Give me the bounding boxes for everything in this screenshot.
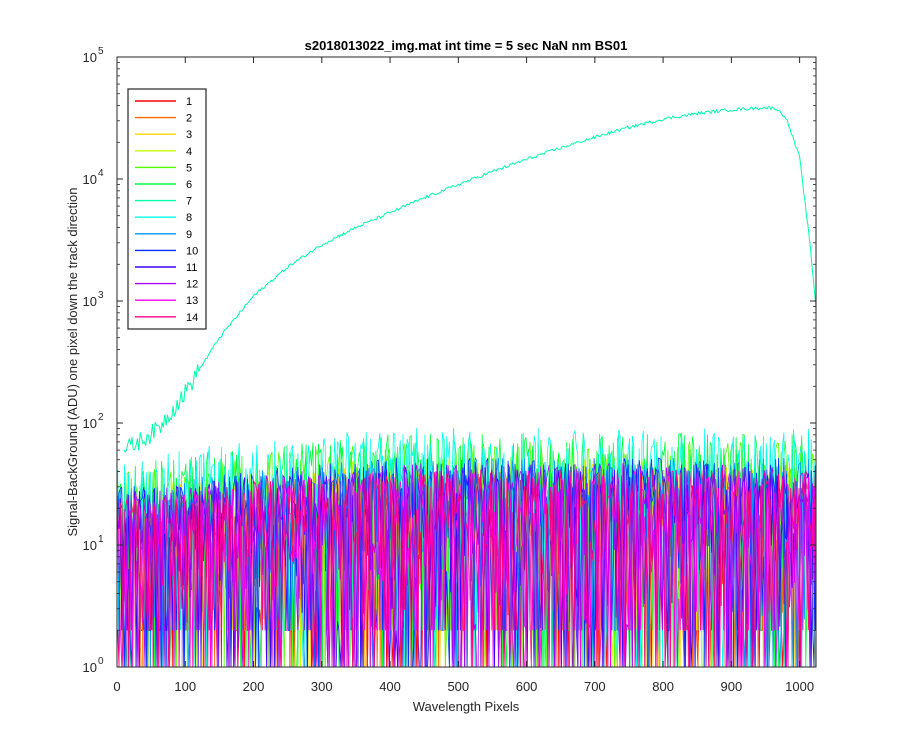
axes-box (116, 56, 817, 668)
legend-label-8: 8 (186, 212, 192, 224)
y-tick-label: 10 (83, 416, 97, 431)
series-layer (117, 106, 817, 668)
y-tick-exponent: 3 (98, 290, 104, 301)
y-tick-label: 10 (83, 50, 97, 65)
y-tick-label: 10 (83, 172, 97, 187)
y-tick-exponent: 5 (98, 46, 104, 57)
x-tick-label: 200 (243, 679, 265, 694)
legend-label-6: 6 (186, 179, 192, 191)
legend-label-5: 5 (186, 162, 192, 174)
y-tick-exponent: 0 (98, 656, 104, 667)
x-tick-label: 1000 (785, 679, 814, 694)
y-tick-label: 10 (83, 294, 97, 309)
x-tick-label: 300 (311, 679, 333, 694)
legend-label-9: 9 (186, 229, 192, 241)
legend-label-4: 4 (186, 146, 192, 158)
x-tick-label: 900 (721, 679, 743, 694)
x-axis-label: Wavelength Pixels (413, 699, 520, 714)
y-tick-label: 10 (83, 660, 97, 675)
legend-label-11: 11 (186, 262, 197, 274)
series-line-11 (117, 463, 816, 668)
x-tick-label: 600 (516, 679, 538, 694)
chart-title: s2018013022_img.mat int time = 5 sec NaN… (305, 38, 628, 53)
x-tick-label: 500 (447, 679, 469, 694)
legend-label-13: 13 (186, 295, 198, 307)
y-tick-exponent: 4 (98, 168, 104, 179)
legend-label-14: 14 (186, 312, 198, 324)
legend-label-7: 7 (186, 196, 192, 208)
x-tick-label: 700 (584, 679, 606, 694)
x-axis-ticks: 0 100 200 300 400 500 600 700 800 900 1000 (113, 57, 814, 694)
legend-label-2: 2 (186, 113, 192, 125)
legend-label-1: 1 (186, 96, 192, 108)
legend-box (127, 88, 207, 330)
series-line-13 (117, 469, 816, 668)
legend-label-3: 3 (186, 129, 192, 141)
series-line-14 (117, 469, 816, 668)
y-axis-label: Signal-BackGround (ADU) one pixel down t… (65, 187, 80, 536)
x-tick-label: 0 (113, 679, 120, 694)
y-tick-exponent: 2 (98, 412, 104, 423)
x-tick-label: 800 (652, 679, 674, 694)
y-tick-label: 10 (83, 538, 97, 553)
legend-label-12: 12 (186, 279, 198, 291)
legend-label-10: 10 (186, 245, 198, 257)
x-tick-label: 400 (379, 679, 401, 694)
series-line-7 (123, 106, 817, 453)
y-tick-exponent: 1 (98, 534, 104, 545)
x-tick-label: 100 (174, 679, 196, 694)
